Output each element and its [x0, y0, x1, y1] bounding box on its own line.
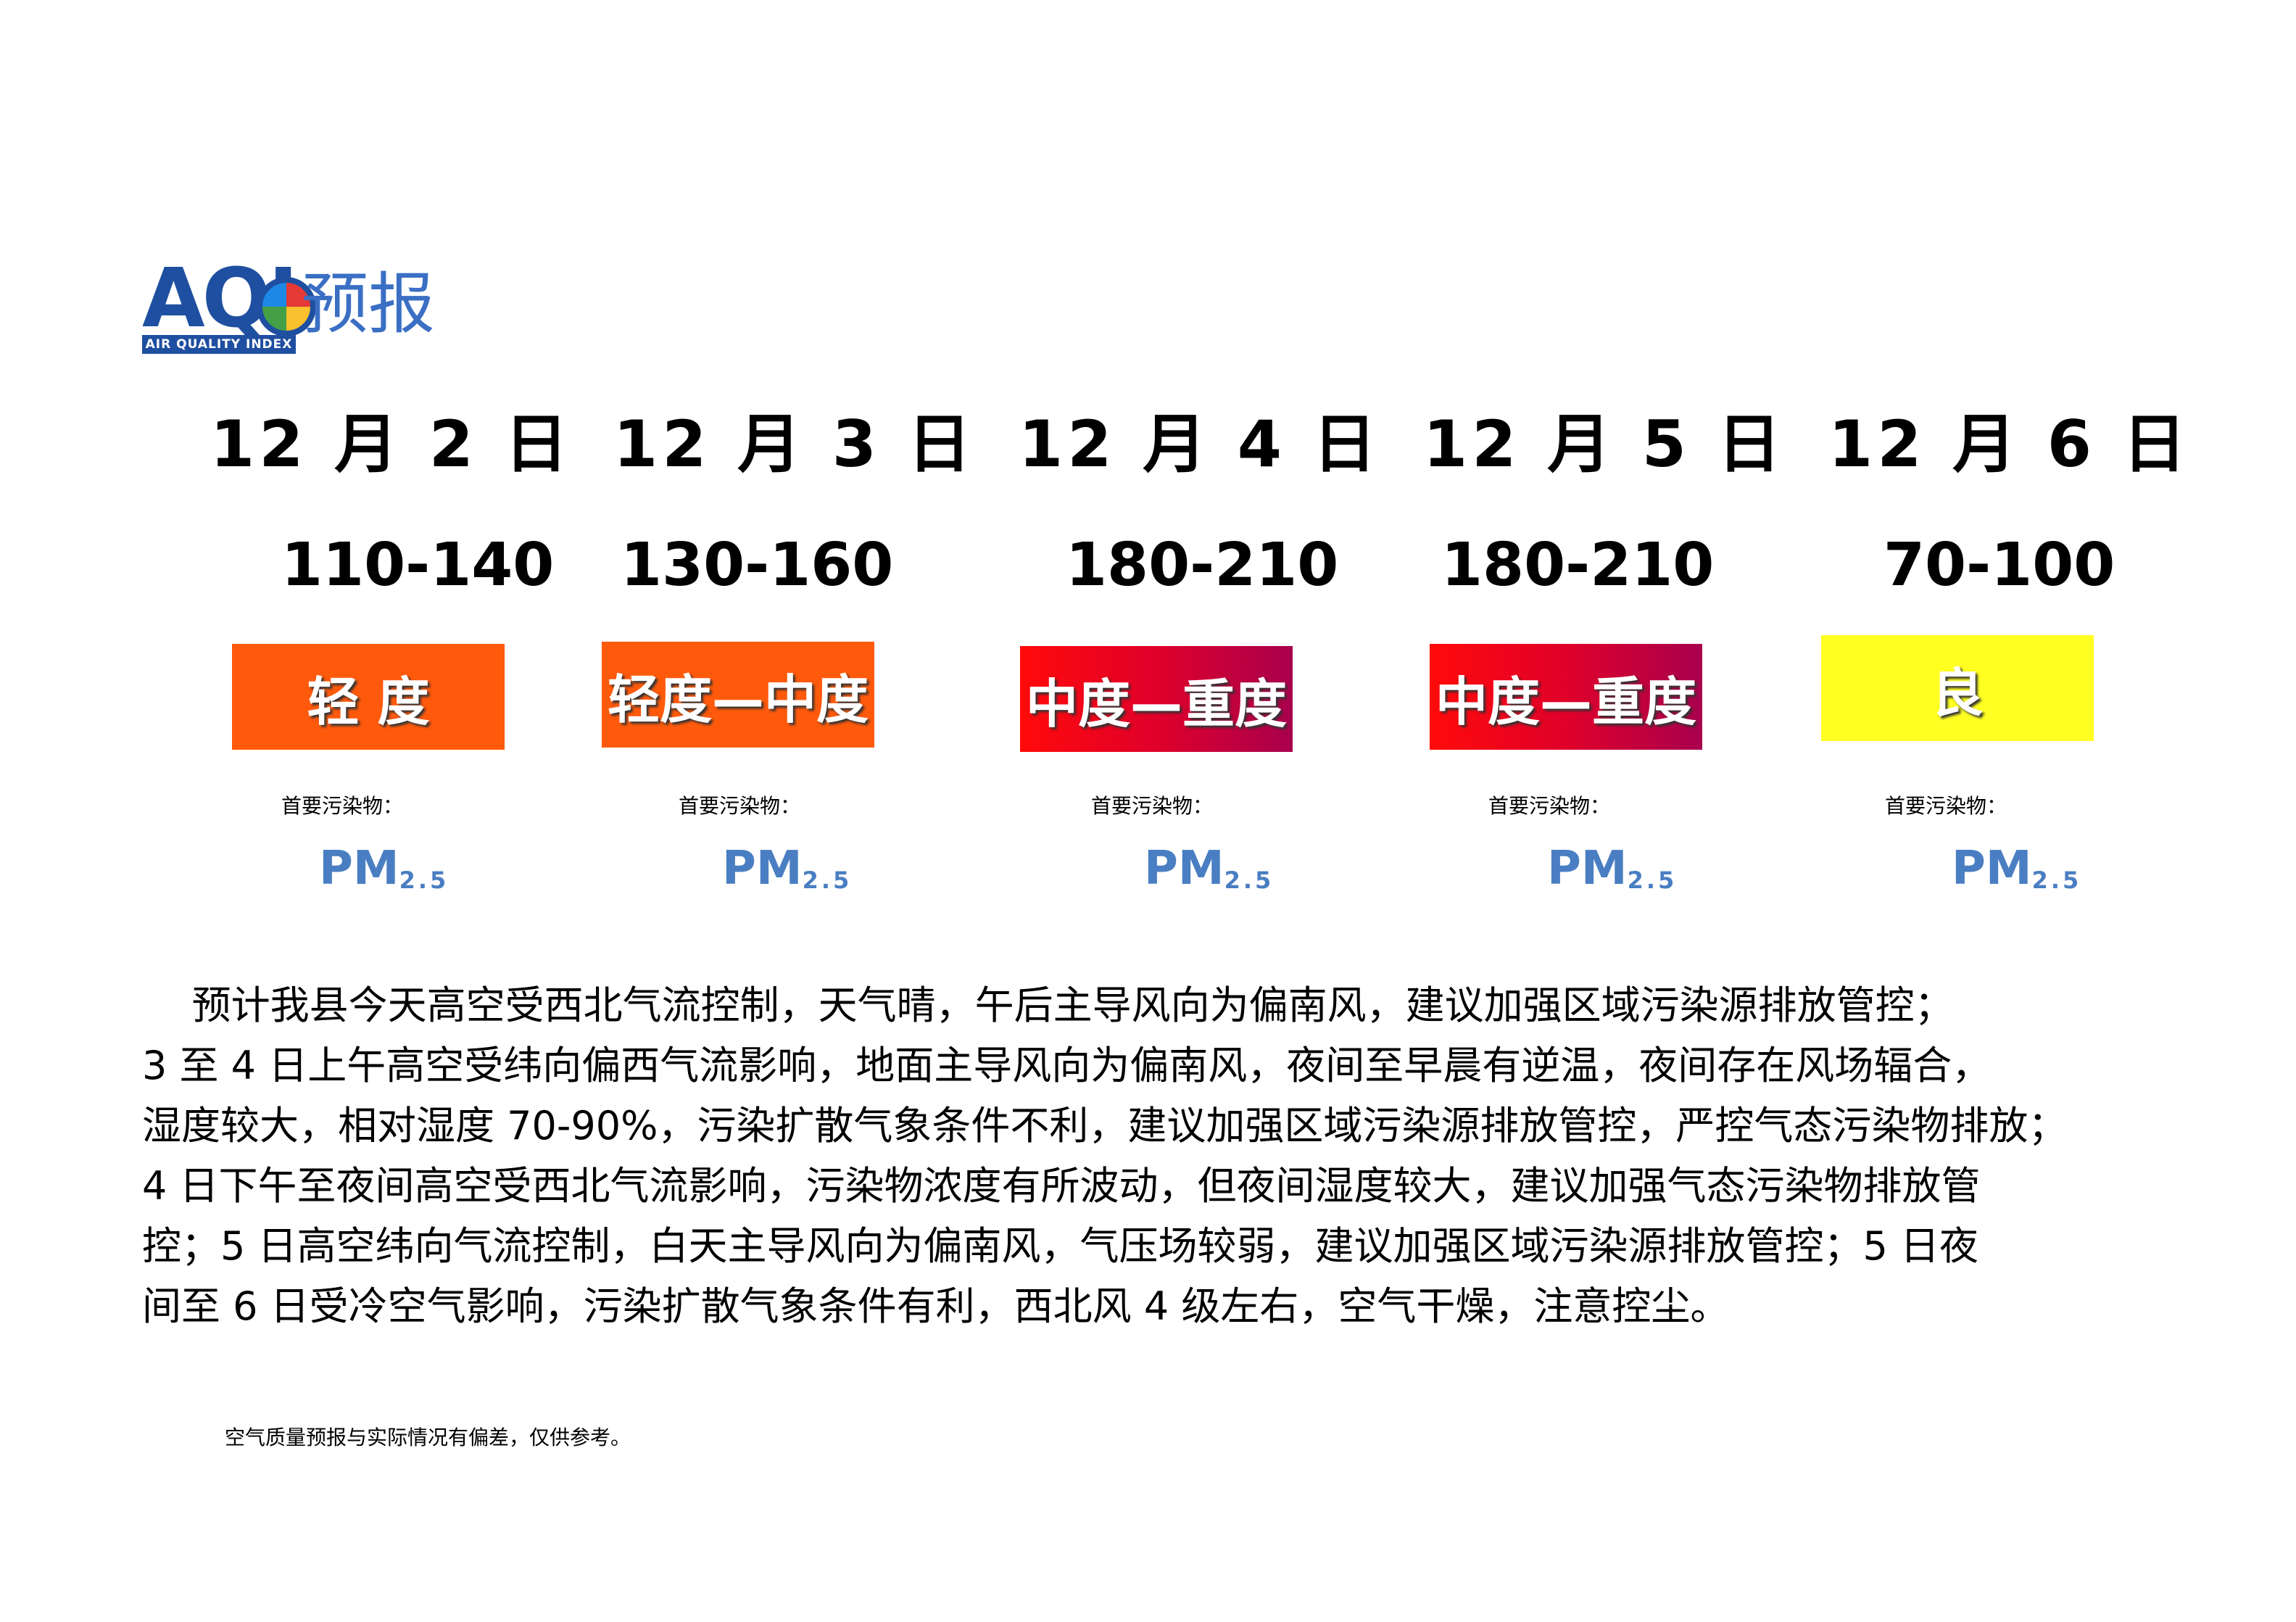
aqi-range: 70-100	[1883, 531, 2115, 600]
description-line: 3 至 4 日上午高空受纬向偏西气流影响，地面主导风向为偏南风，夜间至早晨有逆温…	[142, 1043, 1992, 1088]
forecast-description: 预计我县今天高空受西北气流控制，天气晴，午后主导风向为偏南风，建议加强区域污染源…	[142, 975, 2165, 1336]
aqi-range: 180-210	[1066, 531, 1339, 600]
logo-subtitle: AIR QUALITY INDEX	[142, 335, 296, 354]
aqi-level-badge: 轻度—中度	[602, 642, 874, 748]
forecast-date: 12 月 3 日	[613, 407, 976, 481]
primary-pollutant-label: 首要污染物：	[1885, 794, 2007, 818]
aqi-range: 110-140	[281, 531, 555, 600]
forecast-date: 12 月 5 日	[1423, 407, 1786, 481]
page-title: 预报	[302, 265, 436, 343]
aqi-logo: AQI AIR QUALITY INDEX 预报	[142, 258, 461, 357]
aqi-level-badge: 中度—重度	[1430, 644, 1702, 750]
aqi-level-badge: 轻 度	[232, 644, 505, 750]
primary-pollutant-label: 首要污染物：	[1488, 794, 1611, 818]
primary-pollutant: PM2.5	[722, 842, 853, 895]
forecast-date: 12 月 2 日	[210, 407, 573, 481]
primary-pollutant: PM2.5	[319, 842, 449, 895]
globe-icon	[257, 277, 316, 336]
description-line: 湿度较大，相对湿度 70-90%，污染扩散气象条件不利，建议加强区域污染源排放管…	[142, 1103, 2068, 1149]
aqi-range: 130-160	[621, 531, 894, 600]
primary-pollutant: PM2.5	[1547, 842, 1678, 895]
description-line: 4 日下午至夜间高空受西北气流影响，污染物浓度有所波动，但夜间湿度较大，建议加强…	[142, 1163, 1981, 1209]
primary-pollutant: PM2.5	[1952, 842, 2082, 895]
aqi-level-badge: 中度—重度	[1020, 646, 1293, 752]
forecast-date: 12 月 4 日	[1019, 407, 1381, 481]
description-line: 预计我县今天高空受西北气流控制，天气晴，午后主导风向为偏南风，建议加强区域污染源…	[142, 982, 1954, 1028]
forecast-date: 12 月 6 日	[1828, 407, 2191, 481]
aqi-level-badge: 良	[1821, 635, 2094, 741]
aqi-range: 180-210	[1441, 531, 1715, 600]
primary-pollutant-label: 首要污染物：	[1091, 794, 1214, 818]
primary-pollutant-label: 首要污染物：	[679, 794, 801, 818]
primary-pollutant: PM2.5	[1144, 842, 1275, 895]
disclaimer-note: 空气质量预报与实际情况有偏差，仅供参考。	[225, 1426, 631, 1449]
description-line: 控；5 日高空纬向气流控制，白天主导风向为偏南风，气压场较弱，建议加强区域污染源…	[142, 1223, 1979, 1269]
description-line: 间至 6 日受冷空气影响，污染扩散气象条件有利，西北风 4 级左右，空气干燥，注…	[142, 1283, 1730, 1329]
primary-pollutant-label: 首要污染物：	[281, 794, 404, 818]
